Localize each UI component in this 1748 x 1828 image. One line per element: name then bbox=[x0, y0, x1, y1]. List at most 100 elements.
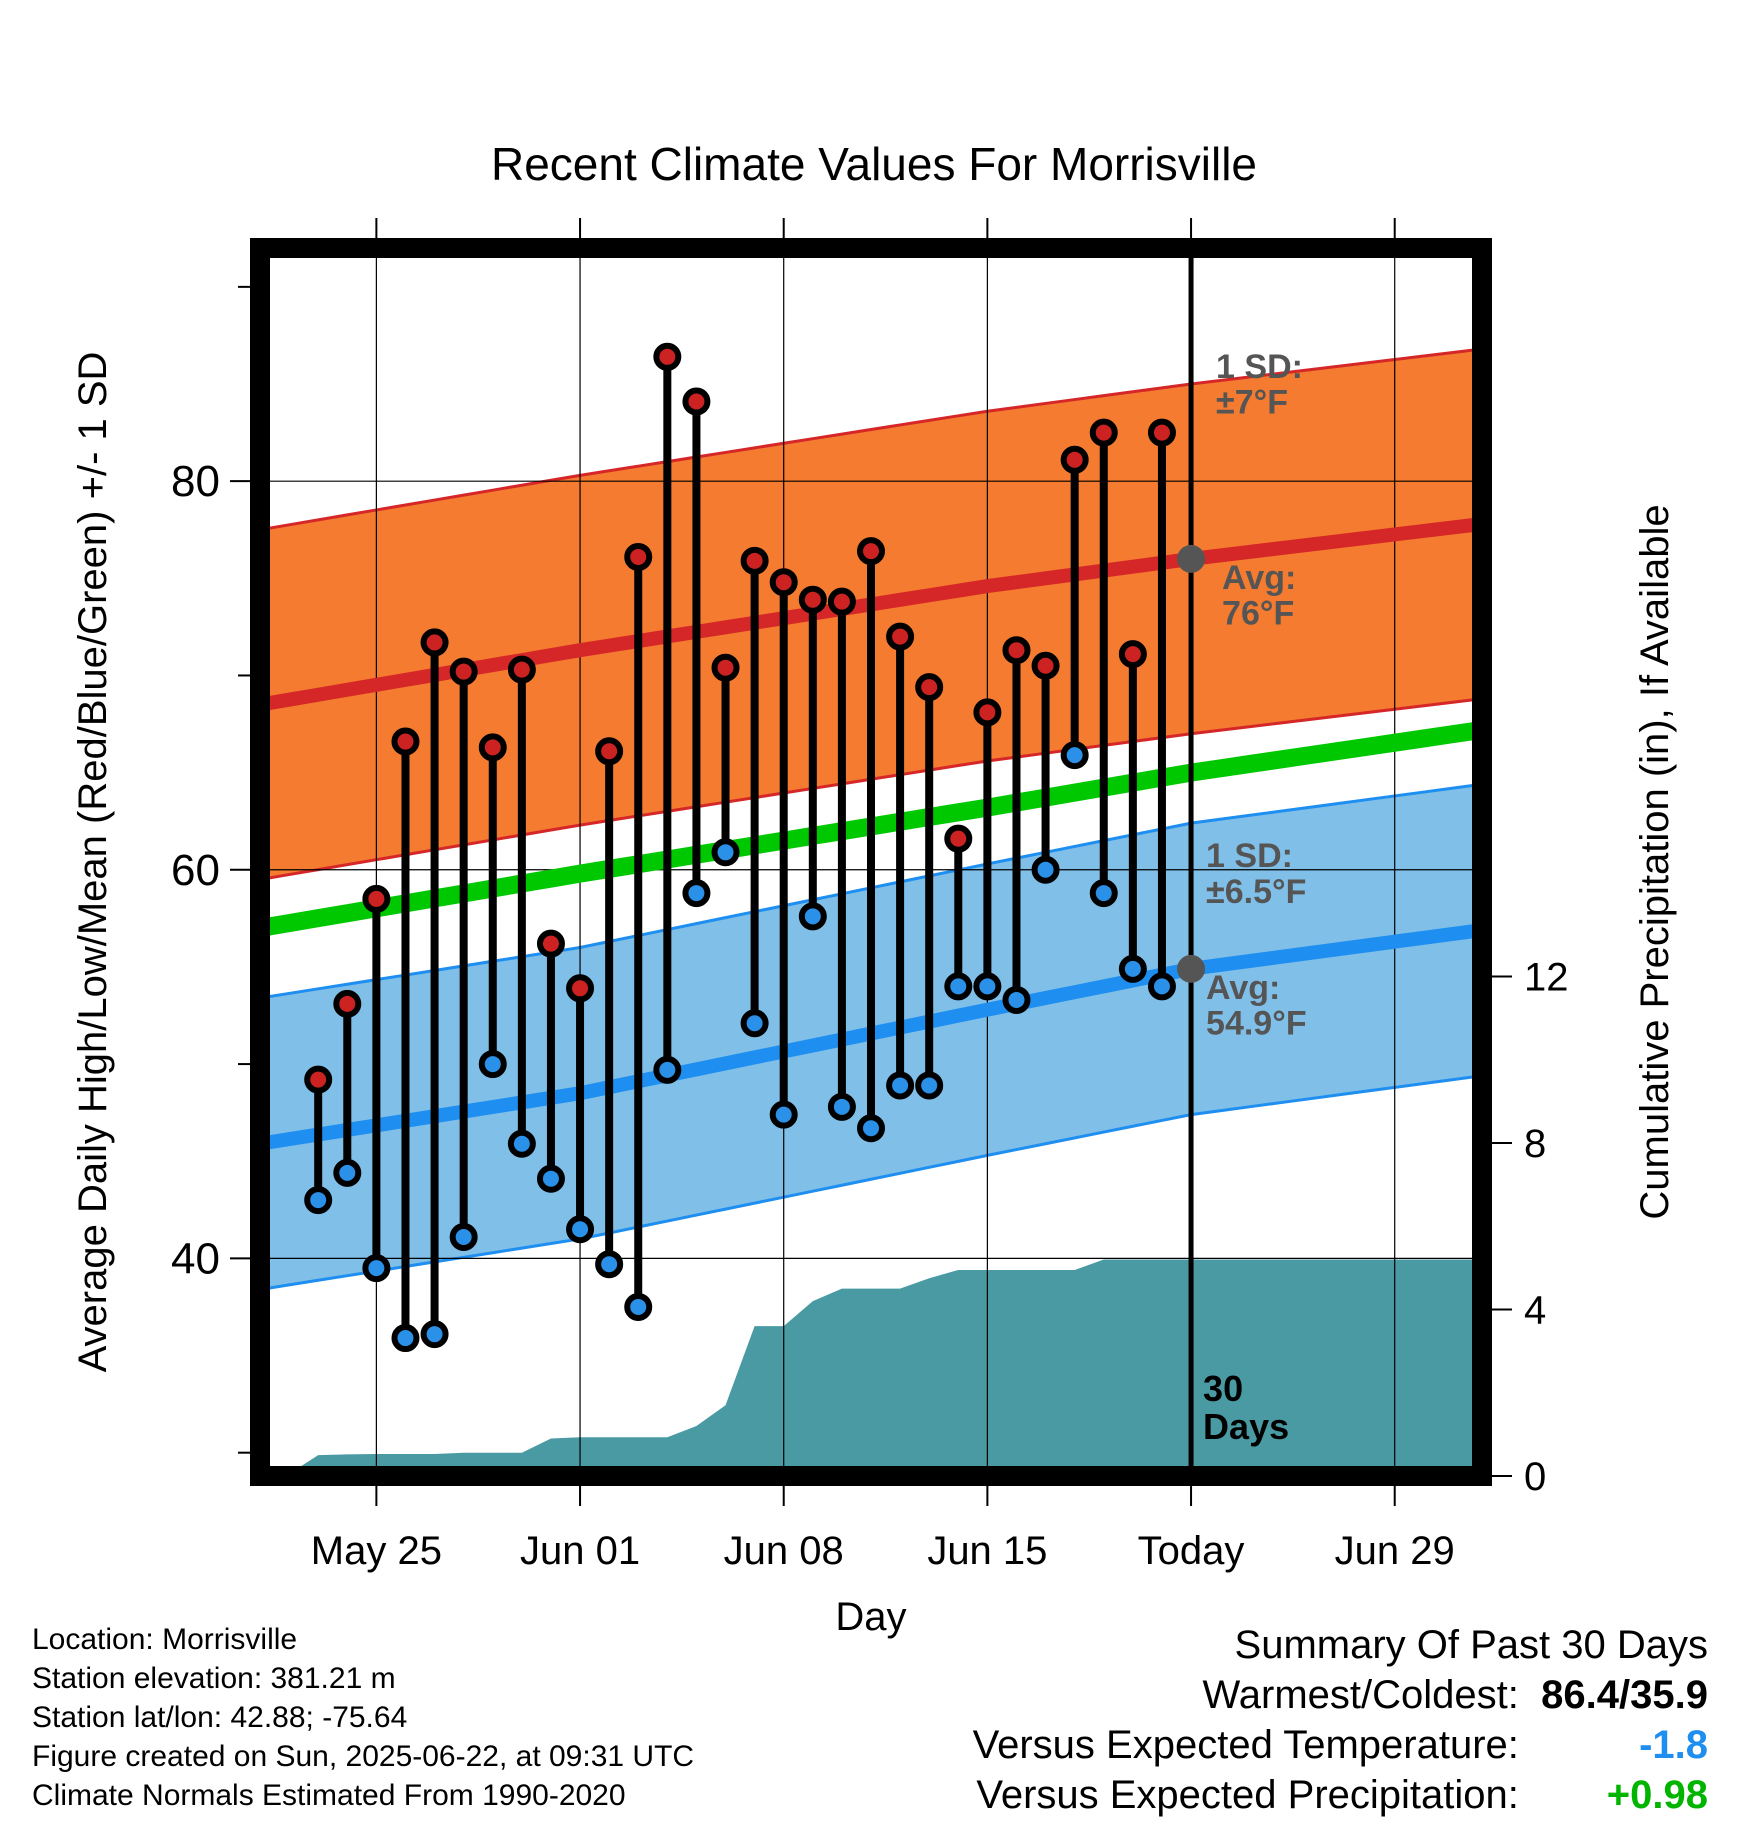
temp-value: -1.8 bbox=[1639, 1723, 1708, 1767]
summary-temp: Versus Expected Temperature: -1.8 bbox=[973, 1720, 1708, 1770]
daily-high-point bbox=[944, 824, 973, 853]
daily-low-point bbox=[740, 1009, 769, 1038]
daily-low-point bbox=[944, 972, 973, 1001]
daily-low-point bbox=[624, 1292, 653, 1321]
normals-text: Climate Normals Estimated From 1990-2020 bbox=[32, 1779, 626, 1812]
x-tick-label: Jun 29 bbox=[1335, 1529, 1455, 1573]
daily-high-point bbox=[682, 387, 711, 416]
axes: May 25 Jun 01 Jun 08 Jun 15 Today Jun 29 40 60 8… bbox=[171, 218, 1569, 1573]
daily-high-point bbox=[507, 655, 536, 684]
daily-high-point bbox=[1031, 651, 1060, 680]
daily-high-point bbox=[1089, 418, 1118, 447]
summary-warm-cold: Warmest/Coldest: 86.4/35.9 bbox=[973, 1670, 1709, 1720]
daily-high-point bbox=[827, 587, 856, 616]
daily-high-point bbox=[449, 657, 478, 686]
daily-low-point bbox=[682, 879, 711, 908]
daily-low-point bbox=[915, 1071, 944, 1100]
daily-high-point bbox=[478, 733, 507, 762]
daily-low-point bbox=[1002, 985, 1031, 1014]
daily-low-point bbox=[886, 1071, 915, 1100]
warm-cold-value: 86.4/35.9 bbox=[1541, 1673, 1708, 1717]
location-text: Location: Morrisville bbox=[32, 1623, 298, 1656]
daily-high-point bbox=[798, 585, 827, 614]
low-sd-annotation: 1 SD: ±6.5°F bbox=[1206, 837, 1306, 911]
warm-cold-label: Warmest/Coldest: bbox=[1202, 1673, 1519, 1717]
normal-high-band-upper-edge bbox=[260, 347, 1482, 532]
normal-low-band-lower-edge bbox=[260, 1074, 1482, 1291]
daily-low-point bbox=[1089, 879, 1118, 908]
daily-low-point bbox=[827, 1092, 856, 1121]
daily-high-point bbox=[333, 989, 362, 1018]
daily-low-point bbox=[769, 1100, 798, 1129]
daily-low-point bbox=[1118, 954, 1147, 983]
daily-low-point bbox=[595, 1250, 624, 1279]
daily-low-point bbox=[1031, 855, 1060, 884]
daily-high-point bbox=[1118, 640, 1147, 669]
daily-high-point bbox=[711, 653, 740, 682]
x-tick-label: Jun 15 bbox=[927, 1529, 1047, 1573]
daily-high-point bbox=[304, 1065, 333, 1094]
today-high-avg-point bbox=[1177, 544, 1206, 573]
daily-high-point bbox=[1147, 418, 1176, 447]
precip-value: +0.98 bbox=[1606, 1773, 1708, 1817]
x-tick-label: Jun 01 bbox=[520, 1529, 640, 1573]
daily-high-point bbox=[566, 974, 595, 1003]
daily-high-point bbox=[536, 929, 565, 958]
daily-high-point bbox=[624, 542, 653, 571]
daily-high-point bbox=[857, 537, 885, 566]
y-right-tick-label: 12 bbox=[1524, 955, 1569, 999]
y-right-tick-label: 8 bbox=[1524, 1122, 1546, 1166]
summary-precip: Versus Expected Precipitation: +0.98 bbox=[973, 1770, 1708, 1820]
summary-panel: Summary Of Past 30 Days Warmest/Coldest:… bbox=[973, 1620, 1708, 1820]
y-axis-left-label: Average Daily High/Low/Mean (Red/Blue/Gr… bbox=[71, 352, 115, 1373]
x-tick-label: Jun 08 bbox=[724, 1529, 844, 1573]
daily-high-point bbox=[653, 342, 682, 371]
daily-high-point bbox=[886, 622, 915, 651]
daily-low-point bbox=[304, 1186, 333, 1215]
y-axis-right-label: Cumulative Precipitation (in), If Availa… bbox=[1633, 504, 1677, 1219]
daily-low-point bbox=[973, 972, 1002, 1001]
daily-low-point bbox=[449, 1223, 478, 1252]
y-right-tick-label: 4 bbox=[1524, 1288, 1546, 1332]
daily-low-point bbox=[362, 1254, 391, 1283]
daily-low-point bbox=[711, 838, 740, 867]
daily-low-point bbox=[478, 1050, 507, 1079]
today-low-avg-point bbox=[1177, 954, 1206, 983]
daily-high-point bbox=[595, 737, 624, 766]
daily-high-point bbox=[973, 698, 1002, 727]
daily-low-point bbox=[333, 1158, 362, 1187]
daily-high-point bbox=[740, 546, 769, 575]
elevation-text: Station elevation: 381.21 m bbox=[32, 1662, 396, 1695]
chart-title: Recent Climate Values For Morrisville bbox=[491, 138, 1257, 190]
precip-area bbox=[260, 1259, 1482, 1476]
daily-high-point bbox=[391, 727, 420, 756]
today-days-label: 30 Days bbox=[1203, 1368, 1289, 1447]
daily-high-point bbox=[1002, 636, 1031, 665]
annotations: 1 SD: ±7°F Avg: 76°F 1 SD: ±6.5°F Avg: 54.9°F bbox=[1206, 348, 1307, 1043]
precip-label: Versus Expected Precipitation: bbox=[976, 1773, 1519, 1817]
high-avg-annotation: Avg: 76°F bbox=[1222, 559, 1296, 633]
daily-low-point bbox=[507, 1129, 536, 1158]
daily-low-point bbox=[536, 1164, 565, 1193]
daily-high-point bbox=[362, 884, 391, 913]
y-left-tick-label: 40 bbox=[171, 1234, 220, 1283]
daily-low-point bbox=[1147, 972, 1176, 1001]
x-axis-label: Day bbox=[835, 1595, 906, 1639]
precipitation-area bbox=[260, 1259, 1482, 1476]
daily-low-point bbox=[566, 1215, 595, 1244]
daily-low-point bbox=[391, 1324, 420, 1353]
latlon-text: Station lat/lon: 42.88; -75.64 bbox=[32, 1701, 408, 1734]
x-tick-label: Today bbox=[1138, 1529, 1245, 1573]
y-left-tick-label: 60 bbox=[171, 846, 220, 895]
summary-title: Summary Of Past 30 Days bbox=[1234, 1623, 1708, 1667]
plot-frame bbox=[250, 238, 1492, 1486]
daily-low-point bbox=[1060, 741, 1089, 770]
daily-high-point bbox=[769, 568, 798, 597]
daily-high-point bbox=[1060, 445, 1089, 474]
x-tick-label: May 25 bbox=[311, 1529, 442, 1573]
daily-high-point bbox=[915, 673, 944, 702]
temp-label: Versus Expected Temperature: bbox=[972, 1723, 1519, 1767]
daily-high-point bbox=[420, 628, 449, 657]
created-text: Figure created on Sun, 2025-06-22, at 09… bbox=[32, 1740, 695, 1773]
